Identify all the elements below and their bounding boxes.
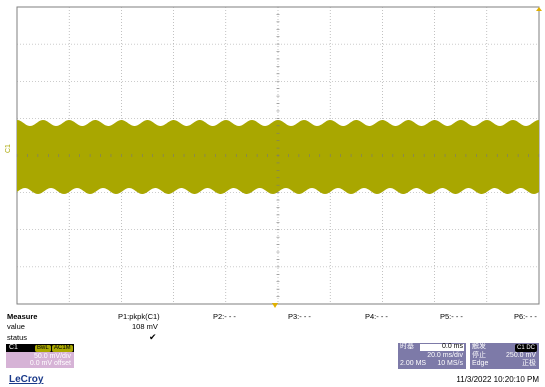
timebase-title: 时基: [400, 343, 414, 350]
trigger-position-marker: [272, 303, 278, 308]
measure-title: Measure: [7, 312, 38, 321]
channel-descriptor-box[interactable]: C1 BwL AC1M 50.0 mV/div 0.0 mV offset: [6, 344, 74, 368]
waveform-plot: C1: [5, 6, 542, 308]
timebase-delay-field: [420, 344, 464, 351]
timebase-delay: 0.0 ms: [441, 343, 463, 350]
channel-ground-marker: [17, 161, 21, 167]
trigger-source-tag: C1 DC: [514, 344, 537, 352]
trigger-mode: 停止: [472, 352, 486, 359]
trigger-level-marker: [536, 7, 542, 11]
value-row-label: value: [7, 322, 25, 331]
time-per-div: 20.0 ms/div: [427, 352, 463, 359]
timestamp: 11/3/2022 10:20:10 PM: [456, 375, 539, 384]
lecroy-logo: LeCroy: [9, 374, 44, 385]
p4-label[interactable]: P4:- - -: [365, 312, 388, 321]
sample-count: 2.00 MS: [400, 360, 427, 367]
trigger-level: 250.0 mV: [506, 352, 536, 359]
trigger-type: Edge: [472, 360, 489, 367]
bandwidth-tag: BwL: [35, 344, 51, 352]
channel-name: C1: [9, 344, 18, 351]
p1-value: 108 mV: [132, 322, 158, 331]
p1-label[interactable]: P1:pkpk(C1): [118, 312, 160, 321]
trigger-title: 触发: [472, 343, 486, 350]
p6-label[interactable]: P6:- - -: [514, 312, 537, 321]
timebase-descriptor-box[interactable]: 时基 0.0 ms 20.0 ms/div 2.00 MS 10 MS/s: [398, 343, 466, 369]
p2-label[interactable]: P2:- - -: [213, 312, 236, 321]
coupling-tag: AC1M: [52, 344, 73, 352]
check-icon: ✔: [149, 332, 157, 342]
status-row-label: status: [7, 333, 28, 342]
trigger-slope: 正极: [522, 360, 536, 367]
channel-label: C1: [5, 144, 12, 153]
channel-offset: 0.0 mV offset: [29, 360, 71, 367]
volts-per-div: 50.0 mV/div: [34, 353, 71, 360]
center-axis-ticks: [16, 6, 540, 305]
sample-rate: 10 MS/s: [437, 360, 463, 367]
p3-label[interactable]: P3:- - -: [288, 312, 311, 321]
p5-label[interactable]: P5:- - -: [440, 312, 463, 321]
trigger-descriptor-box[interactable]: 触发 C1 DC 停止 250.0 mV Edge 正极: [470, 343, 539, 369]
